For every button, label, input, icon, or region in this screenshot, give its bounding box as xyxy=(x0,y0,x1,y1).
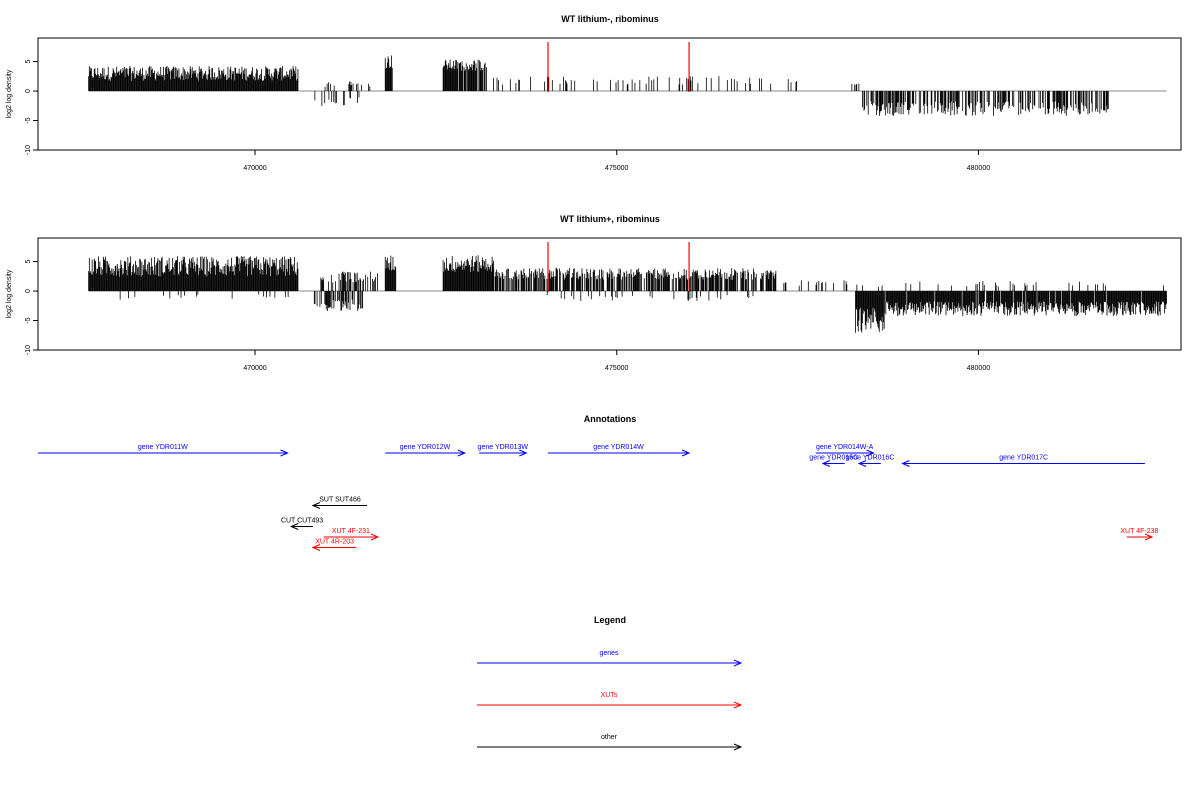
feature-arrowhead xyxy=(311,544,321,551)
feature-label: CUT CUT493 xyxy=(281,518,323,525)
feature-arrowhead xyxy=(857,460,867,467)
x-tick-label: 480000 xyxy=(967,365,990,372)
annotations-track: Annotations gene YDR011W gene YDR012W gene … xyxy=(38,414,1159,551)
y-tick-label: -5 xyxy=(25,117,32,123)
plot-frame xyxy=(37,237,1182,351)
x-tick-label: 475000 xyxy=(605,365,628,372)
feature-label: gene YDR017C xyxy=(999,455,1048,462)
legend-arrowhead xyxy=(733,743,743,751)
y-axis-label: log2 log density xyxy=(6,269,13,318)
x-tick-label: 480000 xyxy=(967,165,990,172)
feature-label: gene YDR015C xyxy=(809,455,858,462)
panel-wt-lithium-plus: WT lithium+, ribominus log2 log density -1… xyxy=(6,214,1182,372)
feature-label: gene YDR013W xyxy=(478,444,529,451)
feature-arrowhead xyxy=(311,502,321,509)
feature-arrowhead xyxy=(821,460,831,467)
plot-frame xyxy=(37,37,1182,151)
legend-arrowhead xyxy=(733,701,743,709)
feature-arrowhead xyxy=(866,449,875,457)
feature-label: gene YDR014W-A xyxy=(816,444,874,451)
y-axis-label: log2 log density xyxy=(6,69,13,118)
y-tick-label: 0 xyxy=(25,89,32,93)
feature-label: gene YDR014W xyxy=(593,444,644,451)
feature-arrowhead xyxy=(457,449,467,457)
y-tick-label: -5 xyxy=(25,317,32,323)
feature-label: XUT 4F-238 xyxy=(1120,528,1158,535)
x-tick-label: 475000 xyxy=(605,165,628,172)
y-tick-label: 0 xyxy=(25,289,32,293)
panel-wt-lithium-minus: WT lithium-, ribominus log2 log density -1… xyxy=(6,14,1182,172)
density-bars xyxy=(88,55,1109,116)
density-bars xyxy=(88,255,1167,333)
legend-arrowhead xyxy=(733,659,743,667)
y-tick-label: 5 xyxy=(25,260,32,264)
legend-label: genes xyxy=(599,650,619,657)
y-tick-label: -10 xyxy=(25,345,32,355)
y-tick-label: -10 xyxy=(25,145,32,155)
chart-title: WT lithium+, ribominus xyxy=(560,214,660,224)
legend-label: other xyxy=(601,734,618,741)
legend: Legend genes XUTs other xyxy=(477,615,743,751)
chart-title: WT lithium-, ribominus xyxy=(561,14,659,24)
feature-label: gene YDR016C xyxy=(845,455,894,462)
feature-label: XUT 4F-231 xyxy=(332,528,370,535)
feature-arrowhead xyxy=(280,449,289,457)
feature-arrowhead xyxy=(681,449,691,457)
feature-arrowhead xyxy=(370,533,380,541)
feature-label: gene YDR011W xyxy=(138,444,188,451)
feature-arrowhead xyxy=(289,523,299,530)
x-tick-label: 470000 xyxy=(243,365,266,372)
feature-arrowhead xyxy=(901,460,910,467)
x-tick-label: 470000 xyxy=(243,165,266,172)
legend-title: Legend xyxy=(594,615,626,625)
legend-label: XUTs xyxy=(601,692,618,699)
feature-label: XUT 4R-203 xyxy=(315,539,354,546)
feature-arrowhead xyxy=(1144,533,1154,541)
feature-label: SUT SUT466 xyxy=(319,497,361,504)
feature-label: gene YDR012W xyxy=(400,444,451,451)
annotations-title: Annotations xyxy=(584,414,637,424)
feature-arrowhead xyxy=(519,449,528,457)
y-tick-label: 5 xyxy=(25,60,32,64)
